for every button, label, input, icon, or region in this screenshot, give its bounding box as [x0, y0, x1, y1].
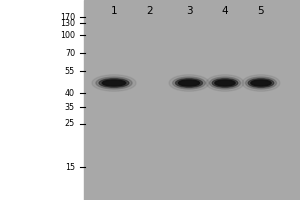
Ellipse shape — [169, 75, 209, 91]
Ellipse shape — [172, 77, 206, 89]
Text: 15: 15 — [65, 162, 75, 171]
Text: 1: 1 — [111, 6, 117, 16]
Text: 25: 25 — [65, 119, 75, 129]
Text: 4: 4 — [222, 6, 228, 16]
Text: 130: 130 — [60, 19, 75, 27]
Ellipse shape — [96, 77, 132, 89]
Ellipse shape — [99, 79, 129, 87]
Ellipse shape — [215, 80, 235, 86]
Ellipse shape — [209, 77, 241, 89]
Ellipse shape — [92, 75, 136, 91]
Ellipse shape — [245, 77, 277, 89]
Text: 55: 55 — [65, 66, 75, 75]
Bar — [84, 0, 300, 200]
Text: 70: 70 — [65, 48, 75, 58]
Text: 170: 170 — [60, 12, 75, 21]
Ellipse shape — [212, 79, 238, 87]
Text: 100: 100 — [60, 30, 75, 40]
Text: 3: 3 — [186, 6, 192, 16]
Ellipse shape — [206, 75, 244, 91]
Ellipse shape — [178, 80, 200, 86]
Text: 35: 35 — [65, 102, 75, 112]
Ellipse shape — [248, 79, 274, 87]
Text: 5: 5 — [258, 6, 264, 16]
Ellipse shape — [176, 79, 203, 87]
Ellipse shape — [242, 75, 280, 91]
Text: 2: 2 — [147, 6, 153, 16]
Text: 40: 40 — [65, 88, 75, 98]
Bar — [0, 0, 84, 200]
Ellipse shape — [251, 80, 271, 86]
Ellipse shape — [102, 80, 126, 86]
